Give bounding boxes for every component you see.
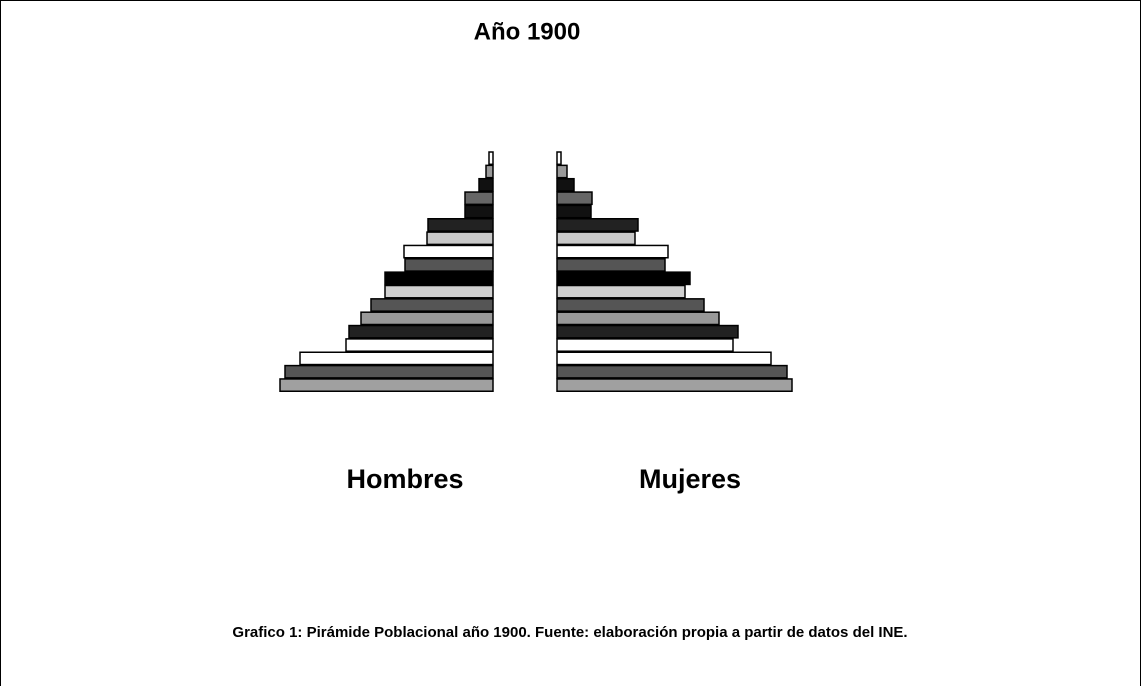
- bar: [556, 151, 562, 166]
- bar: [556, 191, 593, 206]
- bar: [370, 298, 494, 312]
- bar: [556, 271, 691, 286]
- bar: [556, 364, 788, 379]
- bar: [488, 151, 494, 166]
- bar: [556, 324, 739, 339]
- bar: [556, 338, 734, 352]
- bar: [426, 231, 494, 246]
- bar: [485, 164, 494, 179]
- bar: [556, 351, 772, 366]
- series-label: Hombres: [346, 464, 463, 494]
- bar: [284, 364, 494, 379]
- bar: [556, 244, 669, 259]
- bar: [556, 218, 639, 232]
- bar: [556, 311, 720, 326]
- bar: [556, 298, 705, 312]
- chart-title: Año 1900: [474, 18, 581, 45]
- bar: [556, 231, 636, 246]
- series-label: Mujeres: [639, 464, 741, 494]
- bar: [464, 204, 494, 219]
- bar: [279, 378, 494, 393]
- bar: [384, 271, 494, 286]
- bar: [556, 177, 575, 192]
- bar: [478, 177, 494, 192]
- bar: [384, 284, 494, 299]
- caption: Grafico 1: Pirámide Poblacional año 1900…: [232, 624, 907, 641]
- bar: [299, 351, 494, 366]
- bar: [403, 244, 494, 259]
- bar: [556, 378, 793, 393]
- bar: [404, 258, 494, 272]
- bar: [464, 191, 494, 206]
- bar: [427, 218, 494, 232]
- bar: [348, 324, 494, 339]
- bar: [360, 311, 494, 326]
- bar: [345, 338, 494, 352]
- bar: [556, 284, 686, 299]
- bar: [556, 204, 592, 219]
- bar: [556, 258, 666, 272]
- bar: [556, 164, 568, 179]
